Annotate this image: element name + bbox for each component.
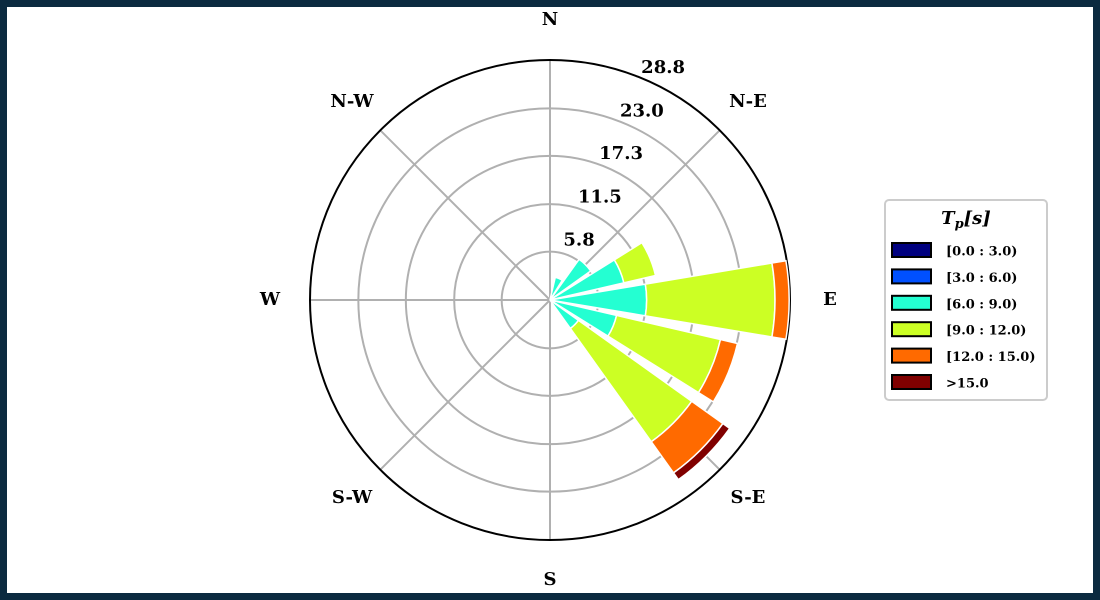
direction-label: S-W <box>332 487 373 508</box>
bar-segment <box>672 422 731 481</box>
direction-label: S <box>544 569 557 590</box>
direction-label: N <box>542 9 558 30</box>
r-tick-label: 5.8 <box>563 229 594 250</box>
bar-segment <box>549 276 564 301</box>
direction-label: S-E <box>731 487 766 508</box>
legend-swatch <box>891 321 932 338</box>
grid-spoke <box>379 129 551 301</box>
legend-label: [9.0 : 12.0) <box>946 324 1026 339</box>
r-tick-label: 17.3 <box>599 143 643 164</box>
legend-swatch <box>891 374 932 390</box>
legend-title-subscript: p <box>955 217 964 232</box>
direction-label: N-E <box>729 91 767 112</box>
r-tick-label: 28.8 <box>641 57 685 78</box>
legend-swatch <box>891 268 932 285</box>
legend-label: >15.0 <box>946 377 989 392</box>
bar-segment <box>771 259 790 341</box>
bar-segment <box>697 338 739 403</box>
r-tick-label: 23.0 <box>620 101 664 122</box>
bar-segment <box>613 241 657 284</box>
legend-label: [3.0 : 6.0) <box>946 271 1017 286</box>
legend-title: Tp[s] <box>941 208 991 232</box>
legend-label: [12.0 : 15.0) <box>946 350 1035 365</box>
legend-swatch <box>891 347 932 364</box>
legend-label: [0.0 : 3.0) <box>946 245 1017 260</box>
legend-label: [6.0 : 9.0) <box>946 297 1017 312</box>
grid-spoke <box>379 299 551 471</box>
r-tick-label: 11.5 <box>578 187 622 208</box>
legend-title-symbol: T <box>941 208 956 229</box>
direction-label: W <box>259 289 281 310</box>
direction-label: E <box>823 289 837 310</box>
legend-title-unit: [s] <box>964 208 991 229</box>
legend-swatch <box>891 294 932 311</box>
legend-swatch <box>891 242 932 258</box>
bar-segment <box>549 258 592 301</box>
outer-circle <box>309 59 791 541</box>
direction-label: N-W <box>330 91 374 112</box>
